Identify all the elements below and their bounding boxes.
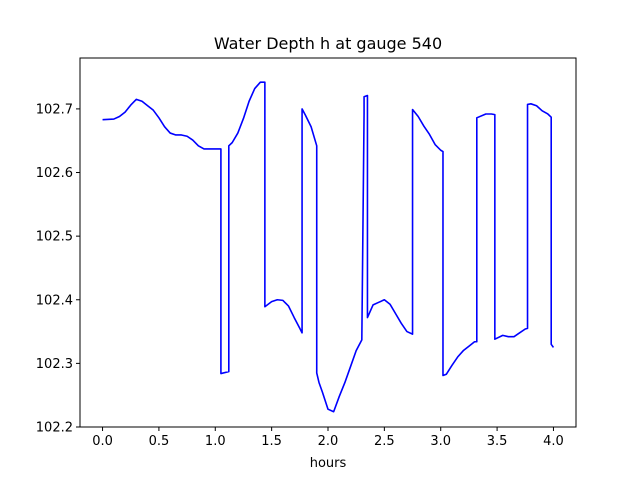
x-tick-label: 0.0 <box>92 434 113 449</box>
x-tick-label: 2.0 <box>318 434 339 449</box>
x-tick-label: 0.5 <box>149 434 170 449</box>
y-tick-label: 102.6 <box>36 166 73 181</box>
x-tick-label: 1.0 <box>205 434 226 449</box>
y-tick-label: 102.2 <box>36 421 73 436</box>
x-tick-label: 4.0 <box>543 434 564 449</box>
x-tick-label: 2.5 <box>374 434 395 449</box>
y-tick-label: 102.5 <box>36 230 73 245</box>
y-tick-label: 102.3 <box>36 357 73 372</box>
y-tick-label: 102.4 <box>36 293 73 308</box>
x-axis-label: hours <box>310 456 347 471</box>
chart-title: Water Depth h at gauge 540 <box>214 34 442 53</box>
x-tick-label: 3.0 <box>430 434 451 449</box>
x-tick-label: 3.5 <box>487 434 508 449</box>
plot-area: 0.0 0.5 1.0 1.5 2.0 2.5 3.0 3.5 4.0 102.2 102.3 102… <box>36 57 577 449</box>
x-tick-label: 1.5 <box>261 434 282 449</box>
series-line-0 <box>102 81 555 413</box>
y-tick-label: 102.7 <box>36 102 73 117</box>
